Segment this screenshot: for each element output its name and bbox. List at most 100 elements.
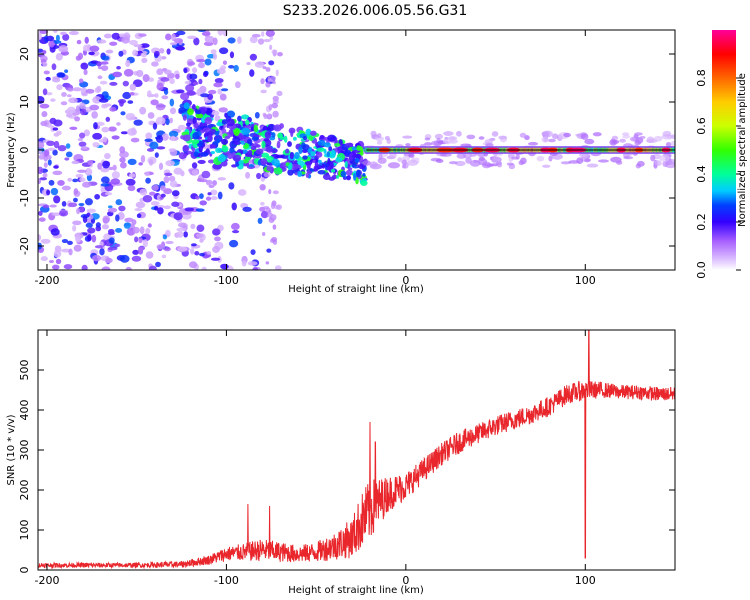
heatmap-cell: [151, 184, 159, 191]
heatmap-cell: [319, 134, 325, 140]
heatmap-cell: [60, 101, 68, 106]
heatmap-cell: [466, 134, 476, 140]
heatmap-cell: [310, 130, 317, 136]
heatmap-cell: [406, 159, 419, 166]
heatmap-cell: [269, 238, 275, 243]
heatmap-cell: [142, 74, 150, 83]
heatmap-cell: [190, 223, 196, 230]
heatmap-cell: [110, 178, 121, 185]
heatmap-cell: [135, 201, 146, 209]
heatmap-cell: [161, 133, 169, 141]
heatmap-cell: [257, 38, 265, 45]
heatmap-cell: [271, 215, 277, 219]
heatmap-cell: [182, 134, 191, 142]
heatmap-cell: [354, 157, 360, 164]
heatmap-cell: [38, 141, 45, 149]
heatmap-cell: [60, 31, 67, 36]
y-tick-label: -10: [18, 189, 31, 207]
heatmap-cell: [285, 149, 290, 154]
heatmap-cell: [221, 88, 229, 92]
heatmap-cell: [130, 137, 140, 143]
heatmap-cell: [227, 37, 236, 44]
heatmap-cell: [52, 149, 58, 156]
heatmap-cell: [58, 210, 69, 217]
heatmap-cell: [111, 32, 121, 40]
heatmap-cell: [218, 47, 229, 55]
heatmap-cell: [246, 61, 251, 66]
heatmap-cell: [216, 121, 223, 127]
heatmap-cell: [250, 249, 256, 255]
heatmap-cell: [53, 195, 61, 204]
heatmap-cell: [326, 151, 330, 158]
heatmap-cell: [84, 198, 93, 206]
heatmap-cell: [646, 136, 655, 144]
heatmap-cell: [134, 236, 139, 243]
heatmap-cell: [654, 160, 662, 167]
heatmap-cell: [195, 208, 205, 212]
heatmap-cell: [184, 207, 195, 212]
heatmap-cell: [68, 97, 78, 104]
heatmap-cell: [268, 30, 274, 35]
heatmap-cell: [273, 167, 283, 175]
heatmap-cell: [75, 173, 84, 178]
heatmap-cell: [219, 93, 227, 101]
heatmap-cell: [73, 188, 79, 195]
heatmap-cell: [260, 210, 269, 219]
heatmap-cell: [306, 162, 311, 169]
heatmap-cell: [79, 102, 86, 110]
heatmap-cell: [249, 36, 258, 44]
heatmap-cell: [82, 215, 88, 223]
heatmap-cell: [218, 107, 228, 113]
heatmap-cell: [226, 118, 235, 127]
heatmap-cell: [199, 193, 204, 200]
colorbar-gradient: [712, 30, 736, 270]
heatmap-cell: [370, 130, 377, 137]
heatmap-cell: [265, 81, 271, 88]
heatmap-cell: [101, 266, 111, 270]
heatmap-cell: [62, 33, 70, 41]
heatmap-cell: [519, 132, 527, 138]
heatmap-cell: [563, 132, 571, 138]
heatmap-cell: [89, 45, 100, 52]
heatmap-cell: [68, 248, 73, 256]
heatmap-cell: [53, 30, 58, 34]
heatmap-cell: [146, 90, 152, 98]
heatmap-cell: [206, 251, 212, 255]
heatmap-cell: [107, 231, 115, 236]
heatmap-cell: [163, 205, 171, 210]
heatmap-cell: [257, 217, 263, 224]
heatmap-cell: [233, 141, 242, 145]
heatmap-cell: [369, 161, 378, 168]
heatmap-cell: [542, 130, 553, 138]
x-tick-label: -100: [214, 574, 239, 587]
heatmap-cell: [150, 201, 160, 206]
heatmap-cell: [448, 161, 458, 165]
heatmap-cell: [243, 144, 249, 149]
heatmap-cell: [654, 135, 663, 142]
heatmap-cell: [349, 154, 353, 162]
heatmap-cell: [235, 161, 240, 167]
heatmap-cell: [78, 202, 85, 207]
y-tick-label: 10: [18, 95, 31, 109]
heatmap-cell: [153, 205, 159, 211]
heatmap-cell: [633, 134, 639, 138]
heatmap-cell: [245, 163, 250, 167]
heatmap-cell: [49, 204, 57, 208]
y-tick-label: 300: [18, 440, 31, 461]
heatmap-cell: [221, 138, 229, 145]
heatmap-cell: [580, 133, 589, 140]
heatmap-cell: [145, 251, 154, 259]
heatmap-cell: [185, 84, 195, 92]
heatmap-cell: [73, 244, 82, 252]
heatmap-cell: [330, 168, 336, 173]
heatmap-cell: [49, 117, 57, 125]
heatmap-cell: [120, 111, 126, 116]
heatmap-cell: [102, 215, 110, 224]
heatmap-cell: [122, 80, 129, 87]
heatmap-cell: [102, 160, 110, 169]
heatmap-cell: [160, 185, 166, 192]
heatmap-cell: [183, 231, 188, 238]
heatmap-cell: [345, 169, 353, 176]
heatmap-cell: [182, 114, 187, 121]
heatmap-cell: [169, 98, 175, 107]
